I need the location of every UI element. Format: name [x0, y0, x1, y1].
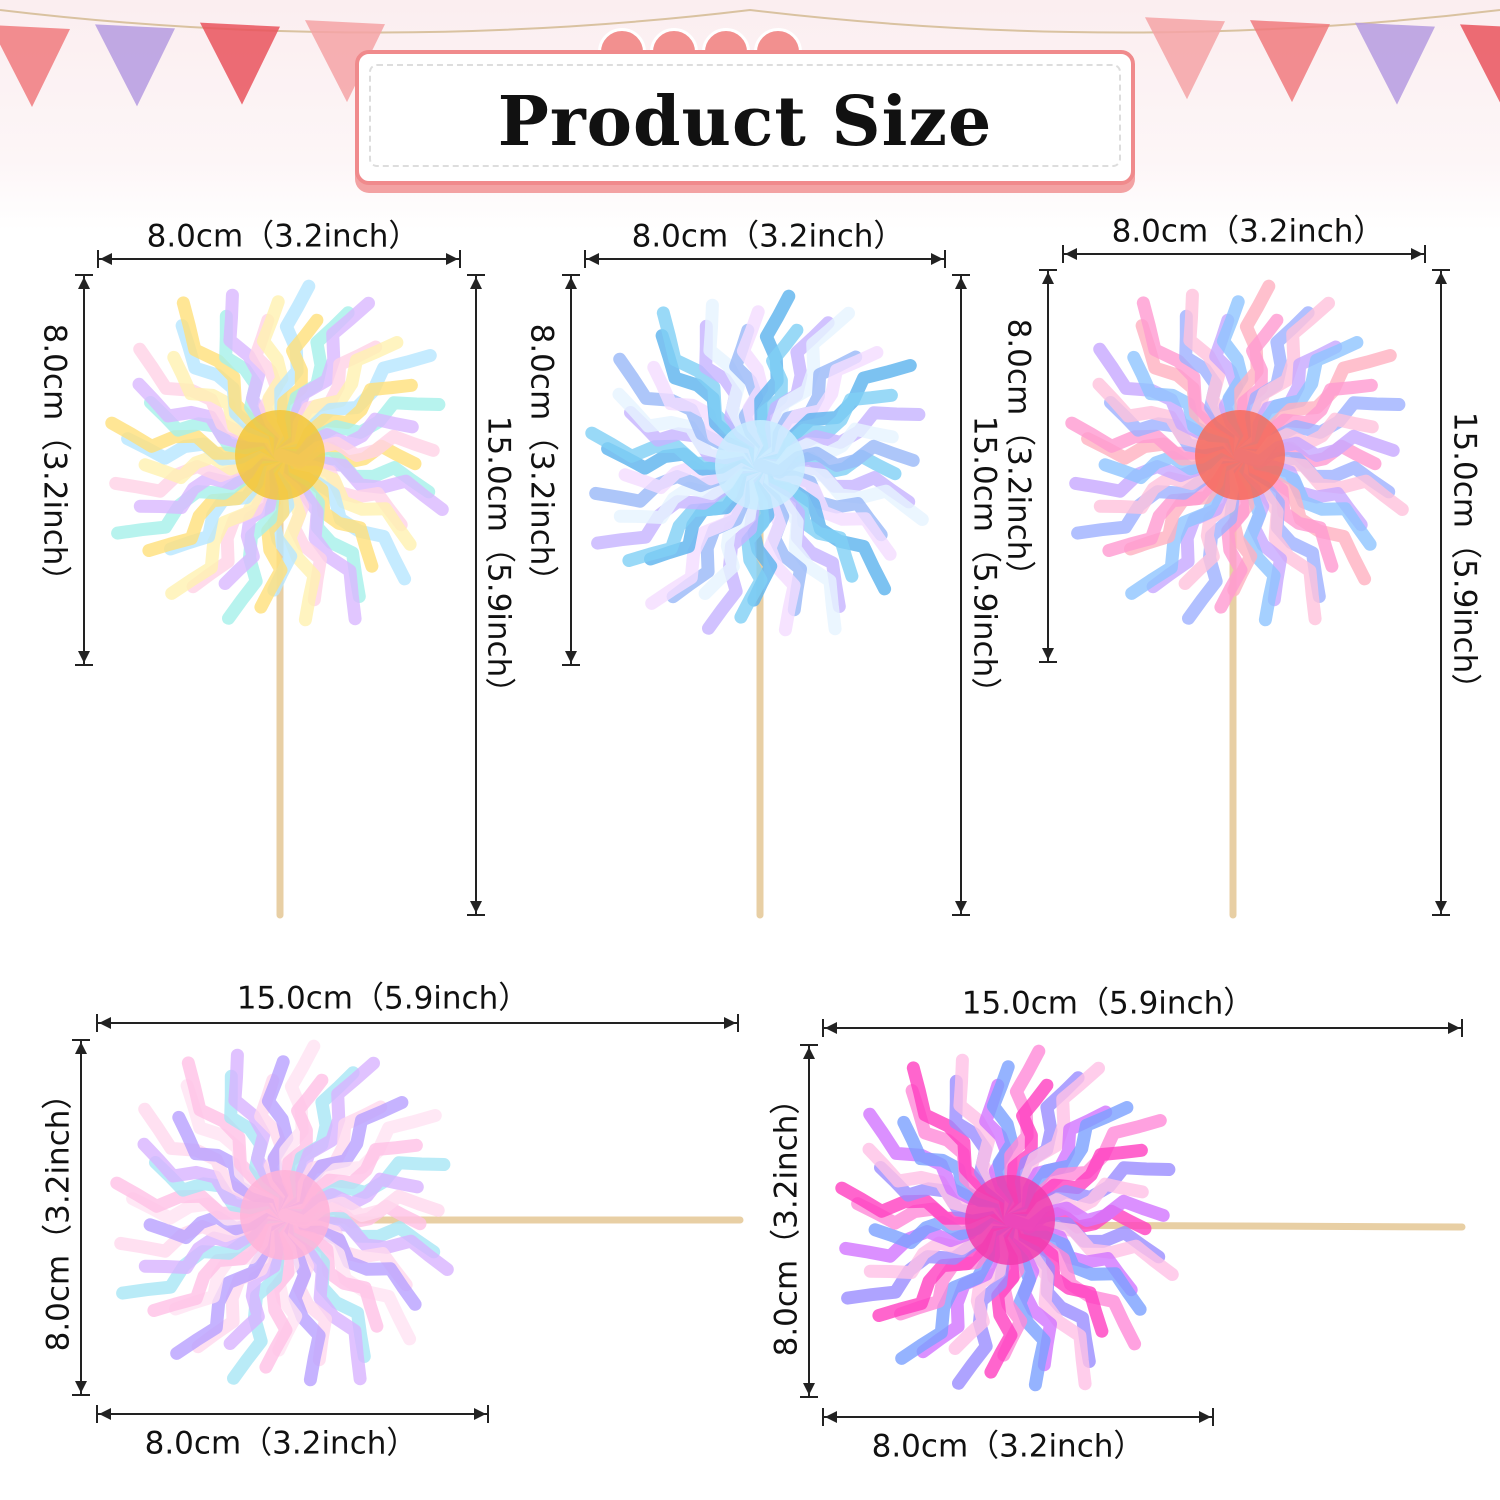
head-height-label: 8.0cm（3.2inch） [36, 323, 73, 597]
width-label: 8.0cm（3.2inch） [631, 218, 905, 255]
total-length-dimension-line [822, 1019, 1463, 1037]
head-width-label: 8.0cm（3.2inch） [871, 1428, 1145, 1465]
width-label: 8.0cm（3.2inch） [1111, 213, 1385, 250]
head-width-dimension-line [822, 1408, 1214, 1426]
head-width-label: 8.0cm（3.2inch） [144, 1425, 418, 1462]
tinsel-center [965, 1175, 1055, 1265]
total-length-label: 15.0cm（5.9inch） [236, 980, 530, 1017]
width-dimension-line [1062, 245, 1426, 263]
head-height-label: 8.0cm（3.2inch） [1000, 318, 1037, 592]
head-height-dimension-line [562, 274, 580, 666]
head-height-dimension-line [800, 1044, 818, 1398]
title-banner: Product Size [355, 50, 1135, 185]
tinsel-center [715, 420, 805, 510]
total-height-dimension-line [1432, 269, 1450, 916]
cupcake-topper [585, 289, 929, 919]
tinsel-center [240, 1170, 330, 1260]
pennant-flag [200, 22, 280, 105]
head-width-dimension-line [96, 1405, 489, 1423]
pennant-flag [95, 24, 175, 107]
cupcake-topper [835, 1044, 1466, 1392]
head-height-dimension-line [72, 1039, 90, 1396]
pennant-flag [1460, 24, 1500, 103]
cupcake-topper [1065, 279, 1409, 919]
cupcake-topper [110, 1039, 744, 1387]
cupcake-topper [105, 279, 449, 919]
head-height-dimension-line [75, 274, 93, 666]
bunting-decoration [0, 8, 1500, 107]
width-dimension-line [97, 250, 461, 268]
page-title: Product Size [497, 82, 993, 162]
tinsel-center [235, 410, 325, 500]
width-dimension-line [584, 250, 946, 268]
head-height-label: 8.0cm（3.2inch） [523, 323, 560, 597]
head-height-label: 8.0cm（3.2inch） [768, 1083, 805, 1357]
pennant-flag [1145, 17, 1225, 100]
total-height-label: 15.0cm（5.9inch） [1446, 411, 1483, 705]
total-height-dimension-line [952, 274, 970, 916]
total-length-label: 15.0cm（5.9inch） [961, 985, 1255, 1022]
head-height-label: 8.0cm（3.2inch） [40, 1078, 77, 1352]
total-length-dimension-line [96, 1014, 739, 1032]
pennant-flag [305, 20, 385, 103]
total-height-dimension-line [467, 274, 485, 916]
tinsel-center [1195, 410, 1285, 500]
pennant-flag [0, 25, 70, 107]
width-label: 8.0cm（3.2inch） [146, 218, 420, 255]
pennant-flag [1250, 20, 1330, 103]
total-height-label: 15.0cm（5.9inch） [480, 415, 517, 709]
title-banner-inner [369, 64, 1121, 167]
pennant-flag [1355, 22, 1435, 105]
head-height-dimension-line [1039, 269, 1057, 663]
